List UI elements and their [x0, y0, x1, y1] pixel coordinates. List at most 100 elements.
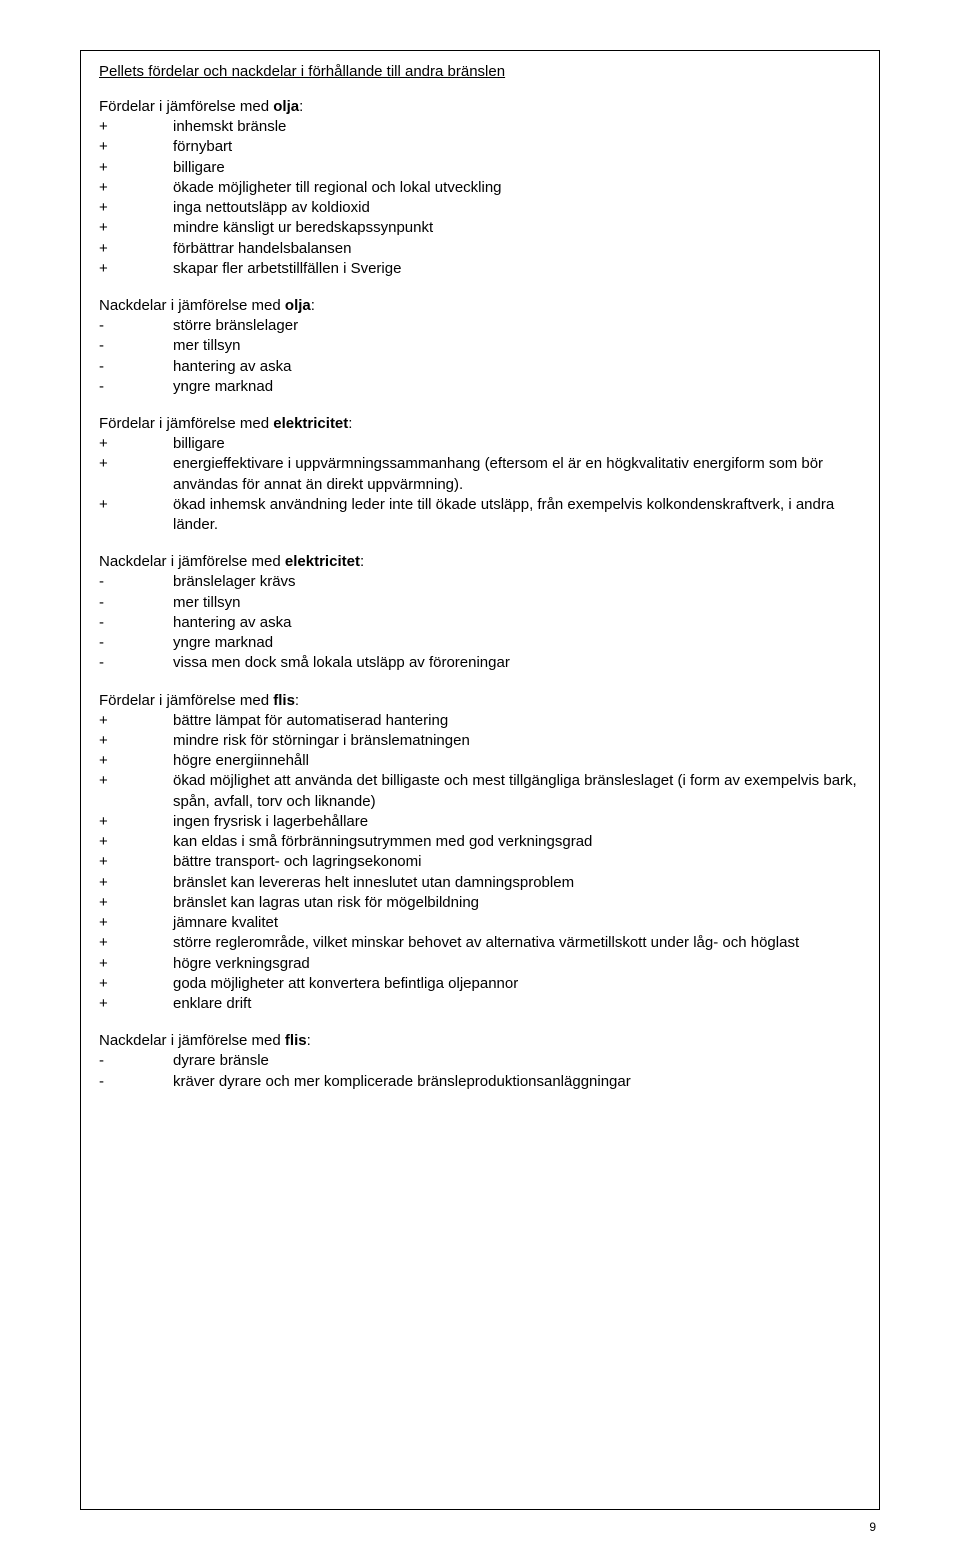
- item-text: inhemskt bränsle: [173, 117, 861, 137]
- item-sign: +: [99, 158, 173, 178]
- list-item: +ökad möjlighet att använda det billigas…: [99, 771, 861, 812]
- item-text: mer tillsyn: [173, 593, 861, 613]
- list-item: +ökad inhemsk användning leder inte till…: [99, 495, 861, 536]
- sections-container: Fördelar i jämförelse med olja:+inhemskt…: [99, 98, 861, 1092]
- section-heading: Fördelar i jämförelse med elektricitet:: [99, 415, 861, 432]
- heading-suffix: :: [299, 98, 303, 115]
- item-sign: -: [99, 1072, 173, 1092]
- heading-suffix: :: [307, 1032, 311, 1049]
- item-text: mindre risk för störningar i bränslematn…: [173, 731, 861, 751]
- list-item: +billigare: [99, 158, 861, 178]
- item-text: högre energiinnehåll: [173, 751, 861, 771]
- item-sign: +: [99, 218, 173, 238]
- item-sign: -: [99, 572, 173, 592]
- item-sign: +: [99, 259, 173, 279]
- item-text: ökad inhemsk användning leder inte till …: [173, 495, 861, 536]
- list-item: -hantering av aska: [99, 357, 861, 377]
- item-sign: +: [99, 913, 173, 933]
- item-text: hantering av aska: [173, 613, 861, 633]
- list-item: -yngre marknad: [99, 377, 861, 397]
- item-sign: -: [99, 593, 173, 613]
- list-item: -dyrare bränsle: [99, 1051, 861, 1071]
- item-sign: +: [99, 771, 173, 812]
- heading-suffix: :: [295, 692, 299, 709]
- item-sign: +: [99, 711, 173, 731]
- item-sign: -: [99, 377, 173, 397]
- item-sign: +: [99, 434, 173, 454]
- item-text: ökade möjligheter till regional och loka…: [173, 178, 861, 198]
- item-text: dyrare bränsle: [173, 1051, 861, 1071]
- item-text: energieffektivare i uppvärmningssammanha…: [173, 454, 861, 495]
- heading-bold: olja: [285, 297, 311, 314]
- item-list: -större bränslelager-mer tillsyn-hanteri…: [99, 316, 861, 397]
- item-sign: +: [99, 751, 173, 771]
- item-text: högre verkningsgrad: [173, 954, 861, 974]
- item-text: bättre lämpat för automatiserad hanterin…: [173, 711, 861, 731]
- item-text: enklare drift: [173, 994, 861, 1014]
- list-item: +bättre transport- och lagringsekonomi: [99, 852, 861, 872]
- list-item: -kräver dyrare och mer komplicerade brän…: [99, 1072, 861, 1092]
- list-item: +inhemskt bränsle: [99, 117, 861, 137]
- heading-bold: elektricitet: [285, 553, 360, 570]
- item-sign: +: [99, 495, 173, 536]
- item-list: +bättre lämpat för automatiserad hanteri…: [99, 711, 861, 1015]
- list-item: +mindre känsligt ur beredskapssynpunkt: [99, 218, 861, 238]
- item-text: vissa men dock små lokala utsläpp av för…: [173, 653, 861, 673]
- list-item: -mer tillsyn: [99, 336, 861, 356]
- list-item: -hantering av aska: [99, 613, 861, 633]
- item-sign: -: [99, 613, 173, 633]
- item-sign: +: [99, 893, 173, 913]
- list-item: -större bränslelager: [99, 316, 861, 336]
- item-sign: -: [99, 653, 173, 673]
- heading-bold: olja: [273, 98, 299, 115]
- list-item: +högre verkningsgrad: [99, 954, 861, 974]
- item-text: bränslelager krävs: [173, 572, 861, 592]
- list-item: +energieffektivare i uppvärmningssammanh…: [99, 454, 861, 495]
- list-item: +billigare: [99, 434, 861, 454]
- heading-prefix: Nackdelar i jämförelse med: [99, 297, 285, 314]
- heading-prefix: Nackdelar i jämförelse med: [99, 553, 285, 570]
- item-sign: -: [99, 357, 173, 377]
- heading-bold: flis: [285, 1032, 307, 1049]
- list-item: +större reglerområde, vilket minskar beh…: [99, 933, 861, 953]
- item-sign: +: [99, 852, 173, 872]
- item-text: bränslet kan levereras helt inneslutet u…: [173, 873, 861, 893]
- heading-prefix: Fördelar i jämförelse med: [99, 98, 273, 115]
- heading-prefix: Fördelar i jämförelse med: [99, 415, 273, 432]
- heading-prefix: Nackdelar i jämförelse med: [99, 1032, 285, 1049]
- item-list: +inhemskt bränsle+förnybart+billigare+ök…: [99, 117, 861, 279]
- list-item: -yngre marknad: [99, 633, 861, 653]
- section-heading: Nackdelar i jämförelse med olja:: [99, 297, 861, 314]
- list-item: +goda möjligheter att konvertera befintl…: [99, 974, 861, 994]
- item-sign: +: [99, 873, 173, 893]
- item-text: goda möjligheter att konvertera befintli…: [173, 974, 861, 994]
- document-page: Pellets fördelar och nackdelar i förhåll…: [0, 0, 960, 1554]
- section-heading: Fördelar i jämförelse med flis:: [99, 692, 861, 709]
- item-text: billigare: [173, 434, 861, 454]
- heading-suffix: :: [311, 297, 315, 314]
- page-number: 9: [869, 1520, 876, 1534]
- item-text: jämnare kvalitet: [173, 913, 861, 933]
- item-text: mer tillsyn: [173, 336, 861, 356]
- list-item: +högre energiinnehåll: [99, 751, 861, 771]
- item-sign: -: [99, 633, 173, 653]
- section-heading: Nackdelar i jämförelse med elektricitet:: [99, 553, 861, 570]
- item-sign: +: [99, 178, 173, 198]
- item-text: ingen frysrisk i lagerbehållare: [173, 812, 861, 832]
- list-item: +bränslet kan levereras helt inneslutet …: [99, 873, 861, 893]
- item-list: +billigare+energieffektivare i uppvärmni…: [99, 434, 861, 535]
- item-text: kan eldas i små förbränningsutrymmen med…: [173, 832, 861, 852]
- list-item: -vissa men dock små lokala utsläpp av fö…: [99, 653, 861, 673]
- item-text: förnybart: [173, 137, 861, 157]
- item-sign: -: [99, 1051, 173, 1071]
- item-text: yngre marknad: [173, 633, 861, 653]
- item-list: -dyrare bränsle-kräver dyrare och mer ko…: [99, 1051, 861, 1092]
- heading-prefix: Fördelar i jämförelse med: [99, 692, 273, 709]
- list-item: +skapar fler arbetstillfällen i Sverige: [99, 259, 861, 279]
- item-sign: +: [99, 117, 173, 137]
- list-item: +mindre risk för störningar i bränslemat…: [99, 731, 861, 751]
- list-item: +bränslet kan lagras utan risk för mögel…: [99, 893, 861, 913]
- list-item: +kan eldas i små förbränningsutrymmen me…: [99, 832, 861, 852]
- item-text: mindre känsligt ur beredskapssynpunkt: [173, 218, 861, 238]
- item-text: förbättrar handelsbalansen: [173, 239, 861, 259]
